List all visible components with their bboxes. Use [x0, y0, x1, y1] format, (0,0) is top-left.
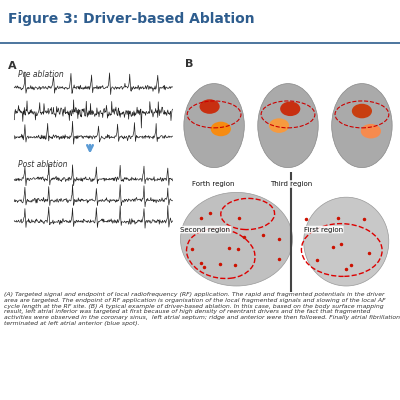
Text: (A) Targeted signal and endpoint of local radiofrequency (RF) application. The r: (A) Targeted signal and endpoint of loca… [4, 292, 400, 326]
Circle shape [375, 194, 400, 210]
Text: Second region: Second region [180, 226, 230, 232]
Text: Pre ablation: Pre ablation [18, 70, 64, 79]
Ellipse shape [184, 84, 244, 168]
Text: A: A [8, 61, 16, 71]
Ellipse shape [352, 104, 372, 118]
Ellipse shape [332, 84, 392, 168]
Ellipse shape [258, 84, 318, 168]
Ellipse shape [269, 118, 289, 133]
Ellipse shape [304, 197, 389, 286]
Ellipse shape [211, 122, 231, 136]
Text: Third region: Third region [270, 181, 312, 187]
Text: Forth region: Forth region [192, 181, 234, 187]
Text: Post ablation: Post ablation [18, 160, 67, 169]
Text: First region: First region [304, 226, 343, 232]
Ellipse shape [180, 192, 292, 286]
Text: B: B [185, 59, 193, 69]
Ellipse shape [280, 102, 300, 116]
Ellipse shape [361, 124, 381, 138]
Ellipse shape [200, 99, 220, 114]
Text: Figure 3: Driver-based Ablation: Figure 3: Driver-based Ablation [8, 12, 255, 26]
